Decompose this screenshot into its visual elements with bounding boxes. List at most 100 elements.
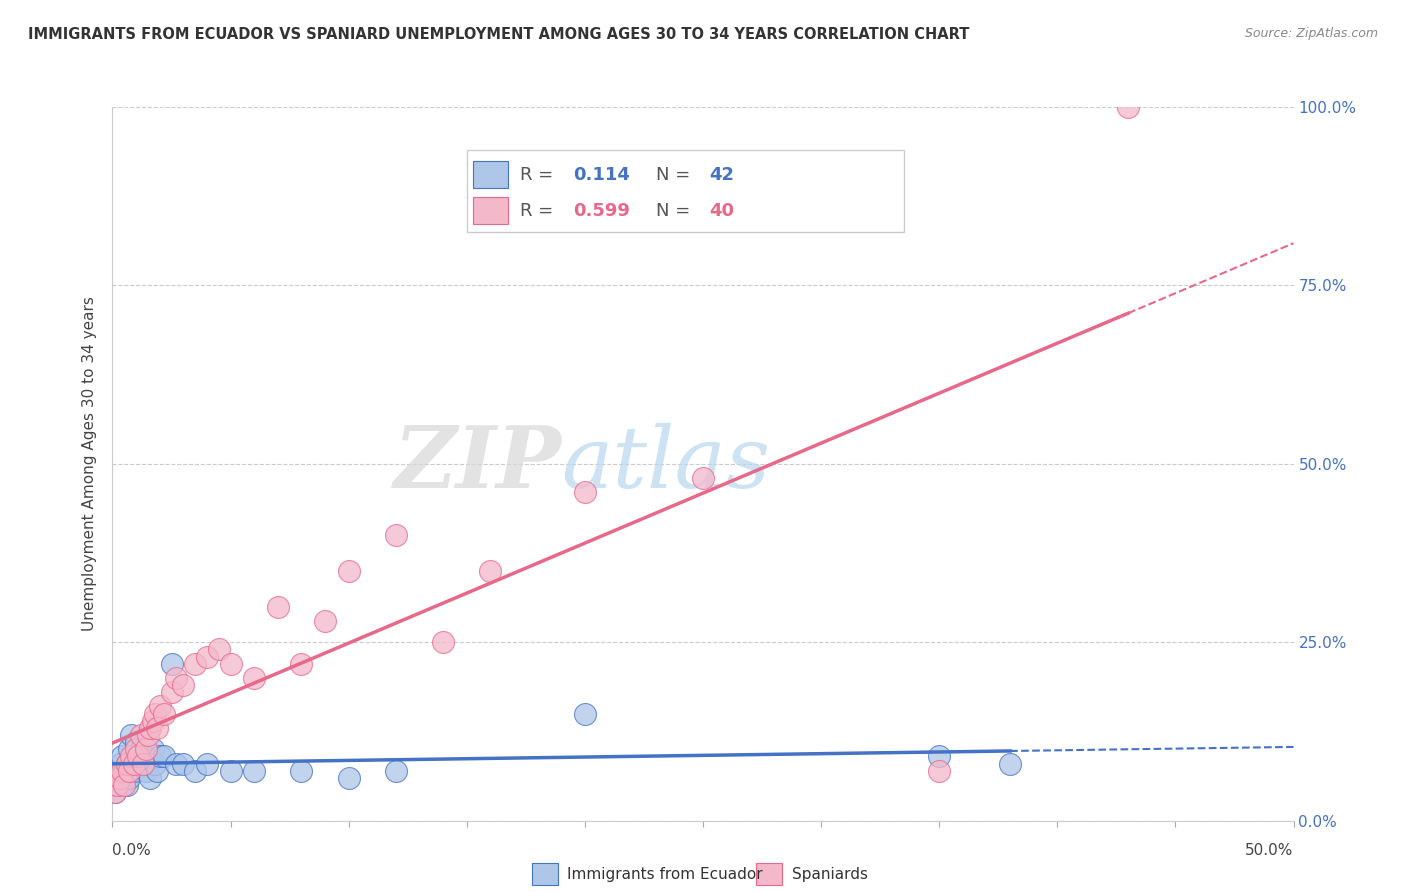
Point xyxy=(129,728,152,742)
Point xyxy=(219,764,242,778)
Point xyxy=(337,564,360,578)
Point xyxy=(432,635,454,649)
Point xyxy=(108,756,131,771)
Text: atlas: atlas xyxy=(561,423,770,505)
Text: Immigrants from Ecuador: Immigrants from Ecuador xyxy=(567,867,763,881)
Point xyxy=(160,685,183,699)
Point xyxy=(290,764,312,778)
Y-axis label: Unemployment Among Ages 30 to 34 years: Unemployment Among Ages 30 to 34 years xyxy=(82,296,97,632)
Point xyxy=(122,756,145,771)
Point xyxy=(337,771,360,785)
Text: IMMIGRANTS FROM ECUADOR VS SPANIARD UNEMPLOYMENT AMONG AGES 30 TO 34 YEARS CORRE: IMMIGRANTS FROM ECUADOR VS SPANIARD UNEM… xyxy=(28,27,970,42)
Text: 50.0%: 50.0% xyxy=(1246,843,1294,858)
Point xyxy=(118,771,141,785)
Point xyxy=(120,749,142,764)
Point xyxy=(105,771,128,785)
Point xyxy=(142,742,165,756)
Point xyxy=(385,528,408,542)
Point xyxy=(184,764,207,778)
FancyBboxPatch shape xyxy=(472,161,508,188)
Point xyxy=(132,756,155,771)
Point xyxy=(132,749,155,764)
Point xyxy=(105,778,128,792)
Point xyxy=(574,706,596,721)
Point xyxy=(104,785,127,799)
Point xyxy=(146,764,169,778)
Point xyxy=(172,756,194,771)
Point xyxy=(125,735,148,749)
Text: 0.0%: 0.0% xyxy=(112,843,152,858)
Point xyxy=(149,749,172,764)
Point xyxy=(122,764,145,778)
Point xyxy=(243,671,266,685)
Point xyxy=(112,764,135,778)
Point xyxy=(135,764,157,778)
Point xyxy=(118,764,141,778)
Text: 0.599: 0.599 xyxy=(574,202,630,219)
Point xyxy=(118,742,141,756)
FancyBboxPatch shape xyxy=(756,863,782,885)
Point xyxy=(108,771,131,785)
Point xyxy=(120,756,142,771)
Point xyxy=(127,749,149,764)
Point xyxy=(111,764,134,778)
Point xyxy=(219,657,242,671)
FancyBboxPatch shape xyxy=(472,197,508,224)
Point xyxy=(479,564,502,578)
Point xyxy=(149,699,172,714)
Point xyxy=(195,649,218,664)
Point xyxy=(111,778,134,792)
Point xyxy=(928,749,950,764)
Text: R =: R = xyxy=(520,202,560,219)
Point xyxy=(105,778,128,792)
Text: N =: N = xyxy=(655,202,696,219)
Point xyxy=(104,785,127,799)
Point xyxy=(115,778,138,792)
Point xyxy=(385,764,408,778)
Point xyxy=(928,764,950,778)
Point xyxy=(136,756,159,771)
Point xyxy=(112,778,135,792)
Point xyxy=(1116,100,1139,114)
Point xyxy=(143,706,166,721)
Point xyxy=(108,764,131,778)
Point xyxy=(998,756,1021,771)
Point xyxy=(165,671,187,685)
Point xyxy=(153,749,176,764)
Point xyxy=(129,742,152,756)
Text: 40: 40 xyxy=(709,202,734,219)
Point xyxy=(115,756,138,771)
Text: Spaniards: Spaniards xyxy=(792,867,868,881)
Point xyxy=(153,706,176,721)
Point xyxy=(195,756,218,771)
Point xyxy=(692,471,714,485)
Point xyxy=(143,756,166,771)
Point xyxy=(127,756,149,771)
Text: N =: N = xyxy=(655,166,696,184)
FancyBboxPatch shape xyxy=(531,863,558,885)
Point xyxy=(290,657,312,671)
FancyBboxPatch shape xyxy=(467,150,904,232)
Point xyxy=(314,614,336,628)
Point xyxy=(120,728,142,742)
Point xyxy=(208,642,231,657)
Text: 0.114: 0.114 xyxy=(574,166,630,184)
Point xyxy=(139,721,162,735)
Text: Source: ZipAtlas.com: Source: ZipAtlas.com xyxy=(1244,27,1378,40)
Point xyxy=(267,599,290,614)
Point xyxy=(112,771,135,785)
Point xyxy=(125,749,148,764)
Point xyxy=(125,742,148,756)
Text: R =: R = xyxy=(520,166,560,184)
Point xyxy=(172,678,194,692)
Point xyxy=(135,742,157,756)
Text: ZIP: ZIP xyxy=(394,422,561,506)
Point xyxy=(139,771,162,785)
Point xyxy=(115,756,138,771)
Point xyxy=(243,764,266,778)
Text: 42: 42 xyxy=(709,166,734,184)
Point xyxy=(136,728,159,742)
Point xyxy=(574,485,596,500)
Point xyxy=(184,657,207,671)
Point xyxy=(165,756,187,771)
